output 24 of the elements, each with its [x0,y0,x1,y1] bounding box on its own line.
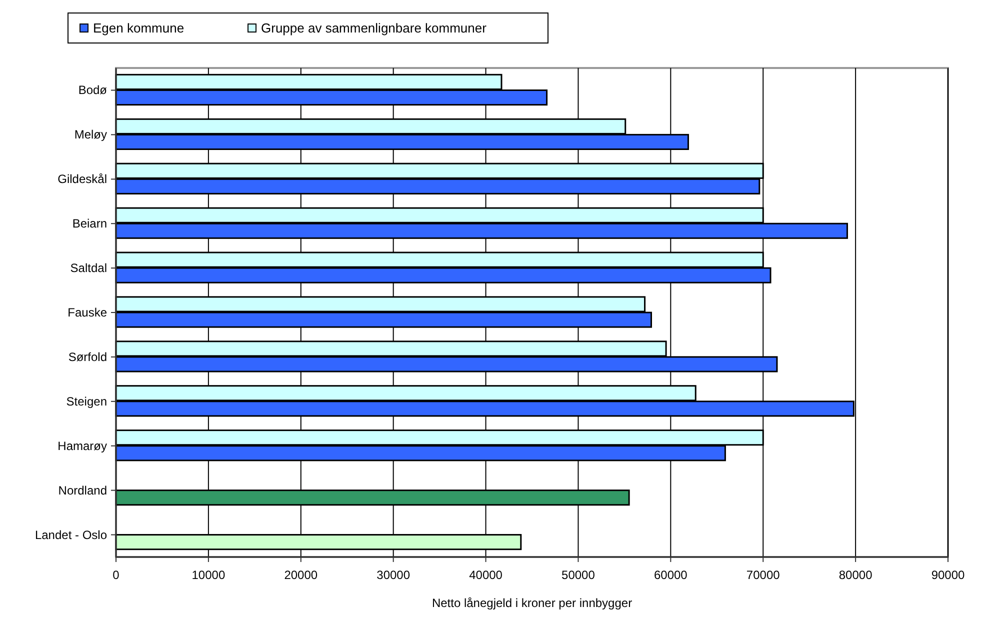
x-tick-label: 80000 [838,568,873,582]
y-tick-label: Saltdal [70,261,107,276]
y-tick-label: Gildeskål [58,172,107,186]
y-tick-label: Fauske [68,306,108,320]
legend-label: Egen kommune [93,20,184,36]
x-tick-label: 50000 [562,568,596,582]
y-tick-label: Steigen [66,394,107,408]
x-tick-label: 90000 [931,568,966,582]
x-tick-label: 70000 [746,568,780,582]
y-tick-label: Sørfold [68,350,107,364]
x-tick-label: 60000 [654,568,688,582]
y-tick-label: Beiarn [72,216,107,231]
y-tick-label: Meløy [74,128,107,142]
x-tick-label: 40000 [469,568,503,582]
y-tick-label: Bodø [78,83,108,98]
legend-label: Gruppe av sammenlignbare kommuner [261,20,488,36]
x-axis-title: Netto lånegjeld i kroner per innbygger [432,596,632,610]
x-tick-label: 0 [112,568,120,582]
y-tick-label: Landet - Oslo [34,528,108,542]
y-tick-label: Hamarøy [58,438,107,453]
x-tick-label: 10000 [192,568,226,582]
x-tick-label: 30000 [376,568,410,582]
x-tick-label: 20000 [284,568,318,582]
y-tick-label: Nordland [58,483,107,498]
